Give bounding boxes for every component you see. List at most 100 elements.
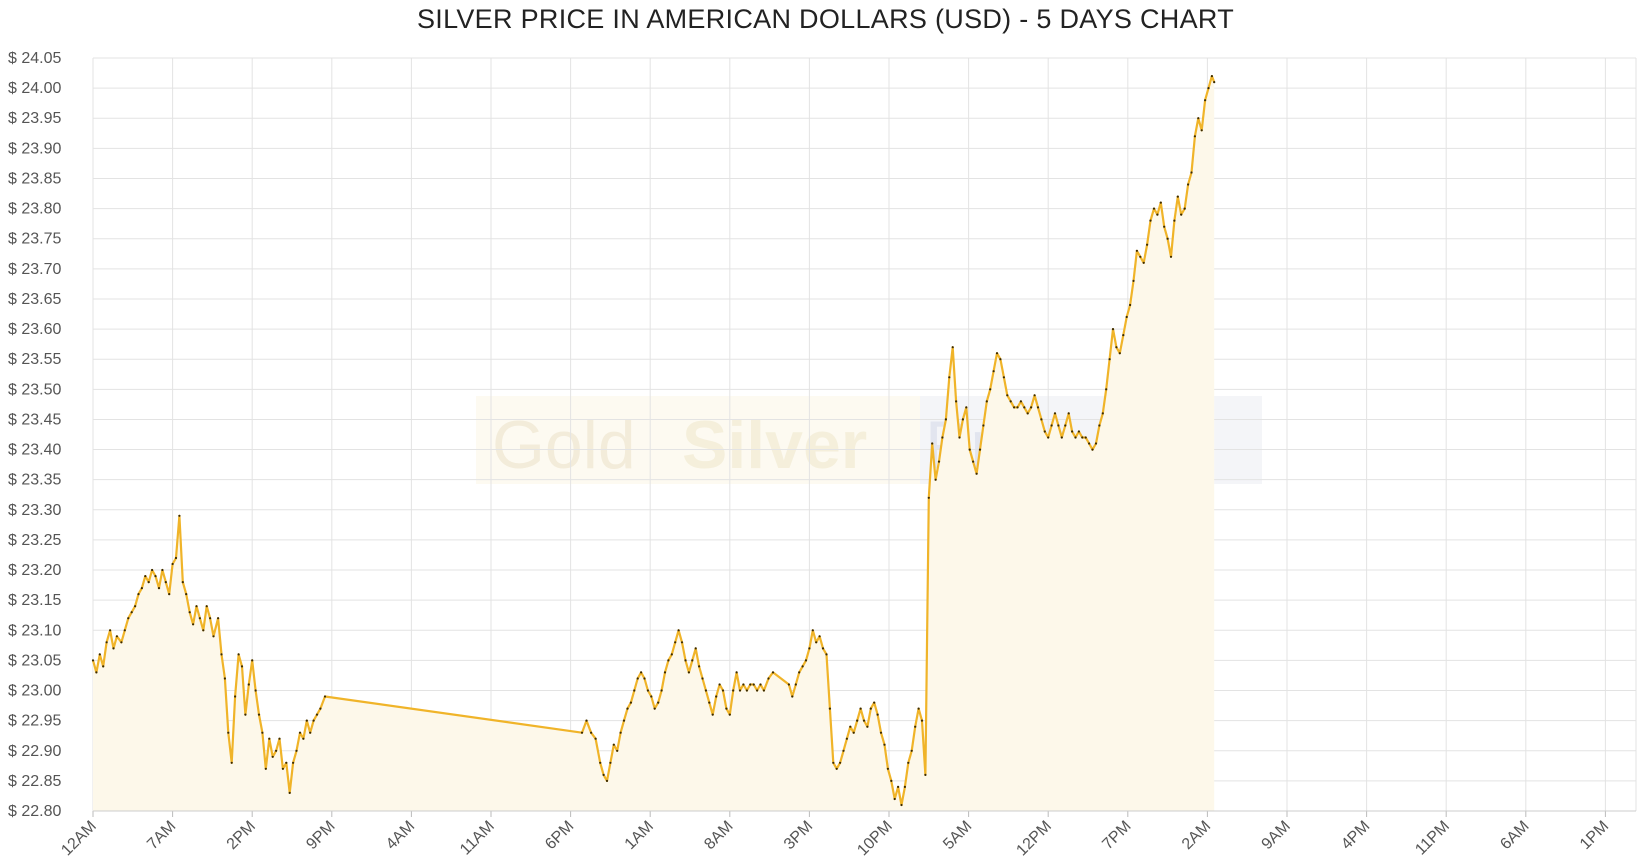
price-point [198, 617, 201, 620]
price-point [767, 677, 770, 680]
x-tick-label: 12PM [1013, 818, 1055, 860]
price-point [1115, 346, 1118, 349]
price-point [154, 575, 157, 578]
x-tick-label: 2PM [224, 818, 259, 853]
price-point [123, 629, 126, 632]
price-point [278, 737, 281, 740]
price-point [643, 677, 646, 680]
y-tick-label: $ 23.65 [8, 291, 61, 308]
price-point [862, 719, 866, 722]
price-point [839, 761, 842, 764]
x-tick-label: 10PM [854, 818, 896, 860]
price-point [1156, 213, 1159, 216]
price-point [1173, 219, 1176, 222]
price-point [910, 749, 913, 752]
price-point [1057, 424, 1060, 427]
y-tick-label: $ 24.05 [8, 50, 61, 67]
price-point [268, 737, 271, 740]
price-point [667, 659, 670, 662]
price-point [708, 701, 711, 704]
price-point [684, 659, 687, 662]
y-tick-label: $ 23.00 [8, 683, 61, 700]
price-point [691, 659, 694, 662]
price-point [1169, 255, 1173, 258]
price-point [134, 605, 137, 608]
price-point [315, 713, 319, 716]
price-point [794, 683, 797, 686]
price-point [285, 761, 288, 764]
price-point [735, 671, 738, 674]
price-point [825, 653, 828, 656]
x-tick-label: 12AM [58, 818, 100, 860]
price-point [590, 731, 593, 734]
price-point [1142, 261, 1145, 264]
price-point [680, 641, 684, 644]
price-point [975, 472, 978, 475]
price-point [1200, 129, 1203, 132]
price-point [1026, 412, 1029, 415]
price-point [815, 641, 818, 644]
price-point [1023, 406, 1026, 409]
price-point [247, 683, 250, 686]
price-point [1019, 400, 1023, 403]
price-point [237, 653, 240, 656]
price-point [130, 611, 133, 614]
price-point [660, 689, 663, 692]
y-tick-label: $ 23.45 [8, 411, 61, 428]
price-point [102, 665, 105, 668]
price-point [1084, 436, 1087, 439]
price-point [140, 587, 143, 590]
x-tick-label: 7AM [144, 818, 179, 853]
x-tick-label: 2AM [1179, 818, 1214, 853]
price-point [1101, 412, 1104, 415]
price-point [612, 743, 615, 746]
price-point [261, 731, 264, 734]
price-point [1050, 424, 1053, 427]
price-point [1091, 448, 1094, 451]
price-point [948, 376, 951, 379]
price-point [818, 635, 821, 638]
price-point [907, 761, 910, 764]
price-point [752, 683, 755, 686]
price-point [828, 707, 832, 710]
y-tick-label: $ 23.50 [8, 381, 61, 398]
price-point [801, 665, 804, 668]
price-point [859, 707, 862, 710]
price-point [972, 460, 975, 463]
price-point [1210, 75, 1213, 78]
x-tick-label: 1AM [622, 818, 657, 853]
y-tick-label: $ 23.15 [8, 592, 61, 609]
price-point [230, 761, 233, 764]
price-point [721, 689, 725, 692]
price-point [961, 418, 965, 421]
price-point [924, 773, 927, 777]
price-point [886, 767, 890, 770]
x-tick-label: 3PM [781, 818, 816, 853]
price-point [1125, 315, 1128, 319]
price-point [917, 707, 920, 710]
price-point [1187, 183, 1190, 186]
price-point [728, 713, 731, 716]
price-point [115, 635, 118, 638]
price-point [234, 695, 237, 698]
y-tick-label: $ 24.00 [8, 80, 61, 97]
price-point [893, 797, 896, 801]
price-point [1053, 412, 1057, 415]
x-tick-label: 7PM [1099, 818, 1134, 853]
y-tick-label: $ 23.55 [8, 351, 61, 368]
price-point [1033, 394, 1036, 397]
price-point [264, 767, 267, 770]
price-point [989, 388, 992, 391]
x-tick-label: 11PM [1412, 818, 1453, 859]
price-point [1118, 352, 1121, 355]
price-point [657, 701, 660, 704]
price-point [745, 689, 749, 692]
price-point [1047, 436, 1050, 439]
y-tick-label: $ 23.95 [8, 110, 61, 127]
price-point [1183, 207, 1186, 210]
price-point [288, 791, 291, 795]
price-point [112, 647, 115, 650]
price-point [174, 556, 178, 560]
x-tick-label: 1PM [1577, 818, 1612, 853]
price-point [1111, 328, 1115, 331]
